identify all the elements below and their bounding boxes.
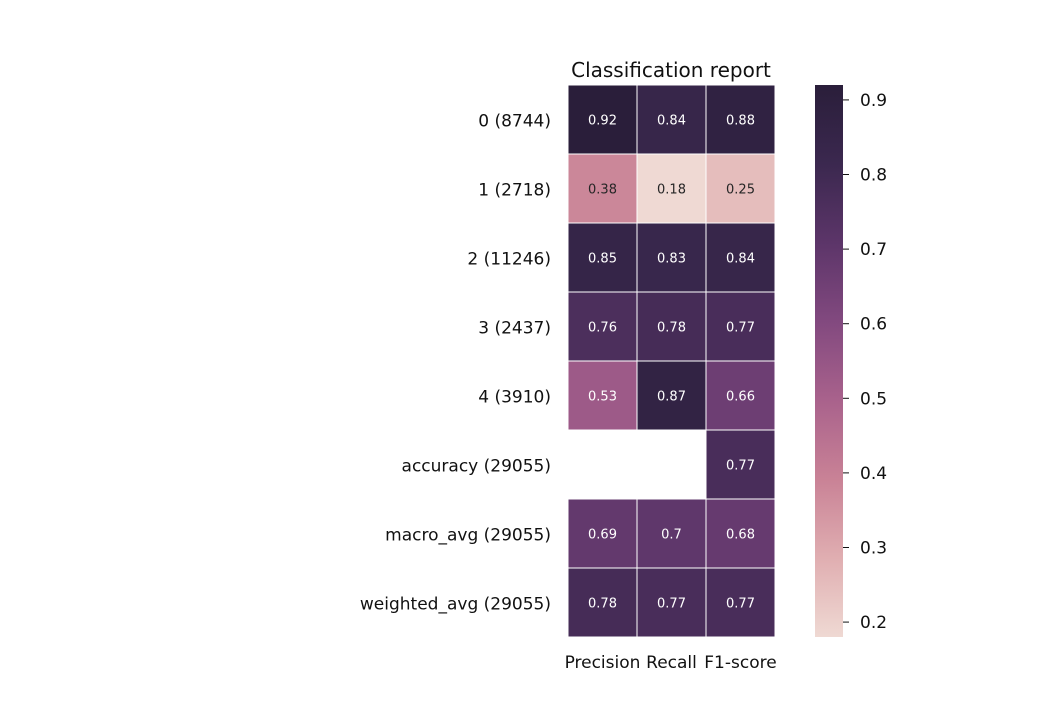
colorbar-tick-label: 0.8 (860, 166, 887, 186)
heatmap-cell (567, 291, 638, 362)
cell-value-label: 0.77 (726, 321, 755, 336)
cell-value-label: 0.78 (588, 597, 617, 612)
row-labels: 0 (8744) 1 (2718) 2 (11246) 3 (2437) 4 (3910… (360, 112, 551, 615)
row-label: weighted_avg (29055) (360, 595, 551, 615)
cell-value-label: 0.87 (657, 390, 686, 405)
cell-value-label: 0.78 (657, 321, 686, 336)
heatmap-cell (705, 360, 776, 431)
heatmap-cell (567, 153, 638, 224)
heatmap-cell (567, 84, 638, 155)
cell-value-label: 0.92 (588, 114, 617, 129)
colorbar-tick-label: 0.5 (860, 389, 887, 409)
cell-value-label: 0.77 (726, 597, 755, 612)
cell-value-label: 0.18 (657, 183, 686, 198)
cell-value-label: 0.68 (726, 528, 755, 543)
colorbar-tick-label: 0.3 (860, 538, 887, 558)
cell-value-label: 0.77 (657, 597, 686, 612)
heatmap-cell (636, 567, 707, 638)
heatmap-cell (636, 360, 707, 431)
cell-value-label: 0.25 (726, 183, 755, 198)
heatmap-cells: 0.92 0.84 0.88 0.38 0.18 0.25 0.85 0.83 0.84 0.76… (567, 84, 776, 638)
heatmap-cell (636, 84, 707, 155)
cell-value-label: 0.84 (657, 114, 686, 129)
colorbar-tick-label: 0.6 (860, 315, 887, 335)
column-label: F1-score (704, 653, 776, 673)
heatmap-cell (705, 153, 776, 224)
heatmap-cell (705, 291, 776, 362)
cell-value-label: 0.76 (588, 321, 617, 336)
heatmap-cell (705, 567, 776, 638)
chart-title: Classification report (571, 58, 771, 82)
heatmap-cell (567, 567, 638, 638)
row-label: 3 (2437) (478, 319, 551, 339)
cell-value-label: 0.88 (726, 114, 755, 129)
heatmap-cell (705, 498, 776, 569)
colorbar: 0.2 0.3 0.4 0.5 0.6 0.7 0.8 0.9 (815, 85, 887, 637)
cell-value-label: 0.38 (588, 183, 617, 198)
cell-value-label: 0.77 (726, 459, 755, 474)
column-label: Recall (646, 653, 697, 673)
heatmap-cell (705, 429, 776, 500)
heatmap-cell (705, 84, 776, 155)
heatmap-cell (636, 222, 707, 293)
row-label: 2 (11246) (467, 250, 551, 270)
heatmap-cell (567, 498, 638, 569)
cell-value-label: 0.83 (657, 252, 686, 267)
colorbar-tick-label: 0.7 (860, 240, 887, 260)
cell-value-label: 0.53 (588, 390, 617, 405)
cell-value-label: 0.84 (726, 252, 755, 267)
row-label: 1 (2718) (478, 181, 551, 201)
heatmap-cell (567, 360, 638, 431)
cell-value-label: 0.69 (588, 528, 617, 543)
row-label: accuracy (29055) (402, 457, 551, 477)
colorbar-tick-label: 0.2 (860, 613, 887, 633)
cell-value-label: 0.7 (661, 528, 682, 543)
row-label: 0 (8744) (478, 112, 551, 132)
column-labels: Precision Recall F1-score (565, 653, 777, 673)
colorbar-tick-label: 0.4 (860, 464, 887, 484)
heatmap-cell (636, 498, 707, 569)
column-label: Precision (565, 653, 641, 673)
cell-value-label: 0.66 (726, 390, 755, 405)
colorbar-gradient (815, 85, 843, 637)
colorbar-tick-label: 0.9 (860, 91, 887, 111)
row-label: macro_avg (29055) (385, 526, 551, 546)
cell-value-label: 0.85 (588, 252, 617, 267)
row-label: 4 (3910) (478, 388, 551, 408)
